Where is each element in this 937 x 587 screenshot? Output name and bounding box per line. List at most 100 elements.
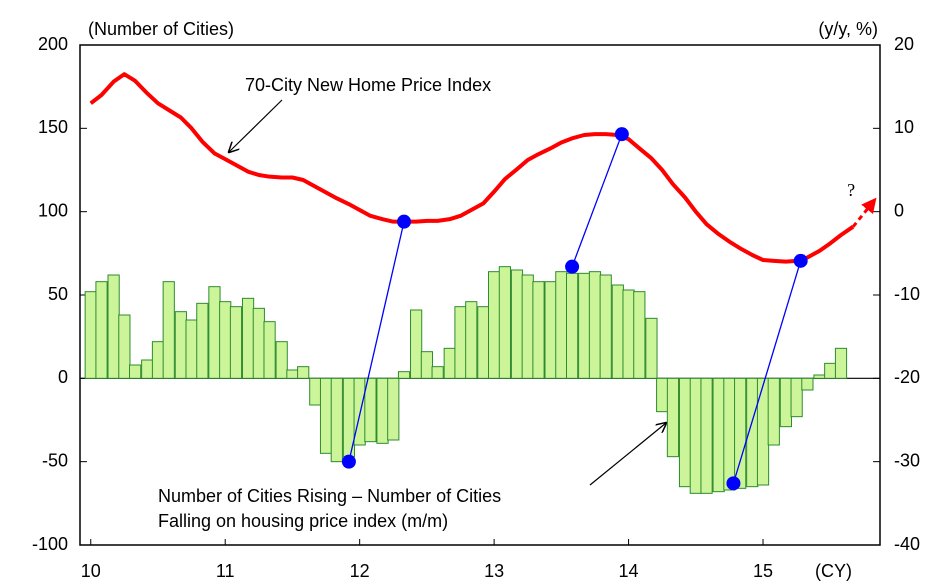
y2-tick-label: 20 bbox=[894, 34, 914, 54]
bar bbox=[779, 377, 792, 428]
bar bbox=[824, 362, 837, 379]
x-tick-label: 12 bbox=[350, 561, 370, 581]
x-tick-label: 15 bbox=[753, 561, 773, 581]
bar bbox=[353, 377, 366, 446]
bar bbox=[588, 271, 602, 379]
x-unit-label: (CY) bbox=[815, 561, 852, 581]
bar bbox=[95, 281, 108, 379]
y-tick-label: 0 bbox=[58, 367, 68, 387]
link-dot bbox=[565, 259, 580, 274]
bar bbox=[700, 377, 713, 494]
bar bbox=[431, 366, 444, 379]
bar bbox=[443, 347, 456, 379]
bar bbox=[376, 377, 389, 444]
bar bbox=[578, 272, 591, 379]
line-annotation: 70-City New Home Price Index bbox=[245, 75, 491, 95]
bar bbox=[420, 351, 433, 379]
y-tick-label: 200 bbox=[38, 34, 68, 54]
bar bbox=[521, 274, 534, 379]
y-tick-label: 50 bbox=[48, 284, 68, 304]
bar bbox=[454, 306, 467, 379]
bar bbox=[397, 371, 411, 379]
x-tick-label: 13 bbox=[484, 561, 504, 581]
y-axis-label: (Number of Cities) bbox=[88, 19, 234, 39]
bar bbox=[151, 341, 165, 379]
bar bbox=[622, 289, 635, 379]
bar bbox=[834, 347, 848, 379]
bar bbox=[498, 266, 511, 379]
bar bbox=[666, 377, 680, 458]
link-line bbox=[732, 260, 802, 484]
bar bbox=[599, 274, 612, 379]
bar bbox=[263, 321, 276, 379]
bar bbox=[801, 377, 814, 391]
bar bbox=[510, 269, 524, 379]
bar bbox=[364, 377, 377, 443]
annotation-arrow bbox=[589, 423, 666, 486]
bar bbox=[252, 307, 265, 379]
y2-tick-label: -40 bbox=[894, 534, 920, 554]
bar bbox=[275, 341, 288, 379]
y-tick-label: 150 bbox=[38, 117, 68, 137]
bar bbox=[678, 377, 692, 488]
bar bbox=[790, 377, 803, 418]
bar bbox=[141, 359, 154, 379]
y-tick-label: 100 bbox=[38, 200, 68, 220]
bar bbox=[532, 281, 545, 379]
bar bbox=[387, 377, 400, 441]
y2-tick-label: -10 bbox=[894, 284, 920, 304]
bar bbox=[477, 306, 490, 379]
bar bbox=[555, 271, 568, 379]
bar bbox=[611, 284, 624, 379]
link-dot bbox=[397, 214, 412, 229]
y2-tick-label: 10 bbox=[894, 117, 914, 137]
bar bbox=[129, 364, 142, 379]
bar bbox=[286, 369, 299, 379]
bar-annotation: Falling on housing price index (m/m) bbox=[158, 511, 448, 531]
projection-line bbox=[851, 197, 877, 228]
link-line bbox=[348, 221, 405, 462]
link-dot bbox=[614, 127, 629, 142]
bar bbox=[656, 377, 669, 413]
bar bbox=[185, 319, 198, 379]
link-dot bbox=[793, 253, 808, 268]
y-tick-label: -100 bbox=[32, 534, 68, 554]
bar bbox=[767, 377, 780, 446]
bar bbox=[196, 302, 209, 379]
bar bbox=[723, 377, 736, 491]
bar bbox=[107, 274, 120, 379]
bar bbox=[756, 377, 770, 486]
bar bbox=[229, 306, 243, 379]
bar bbox=[565, 272, 579, 379]
bar bbox=[465, 301, 478, 379]
bar bbox=[297, 366, 310, 379]
y2-tick-label: 0 bbox=[894, 200, 904, 220]
bar bbox=[162, 281, 175, 379]
x-tick-label: 11 bbox=[216, 561, 235, 581]
projection-label: ? bbox=[847, 180, 855, 200]
y2-axis-label: (y/y, %) bbox=[818, 19, 878, 39]
bar bbox=[734, 377, 747, 489]
bar bbox=[813, 374, 826, 379]
link-dot bbox=[726, 476, 741, 491]
bar bbox=[174, 311, 187, 379]
bar bbox=[712, 377, 725, 493]
annotation-arrow bbox=[229, 99, 283, 152]
bar bbox=[118, 314, 131, 379]
bar bbox=[241, 297, 255, 379]
bar bbox=[84, 291, 97, 379]
bar bbox=[645, 317, 658, 379]
link-dot bbox=[341, 454, 356, 469]
line bbox=[89, 72, 855, 264]
bar bbox=[410, 309, 423, 379]
bar bbox=[219, 301, 232, 379]
bar bbox=[488, 271, 501, 379]
y2-tick-label: -20 bbox=[894, 367, 920, 387]
bar-annotation: Number of Cities Rising – Number of Citi… bbox=[158, 486, 501, 506]
link-line bbox=[571, 133, 623, 267]
bar bbox=[309, 377, 322, 406]
y2-tick-label: -30 bbox=[894, 450, 920, 470]
bar bbox=[689, 377, 702, 494]
bar bbox=[544, 281, 557, 379]
